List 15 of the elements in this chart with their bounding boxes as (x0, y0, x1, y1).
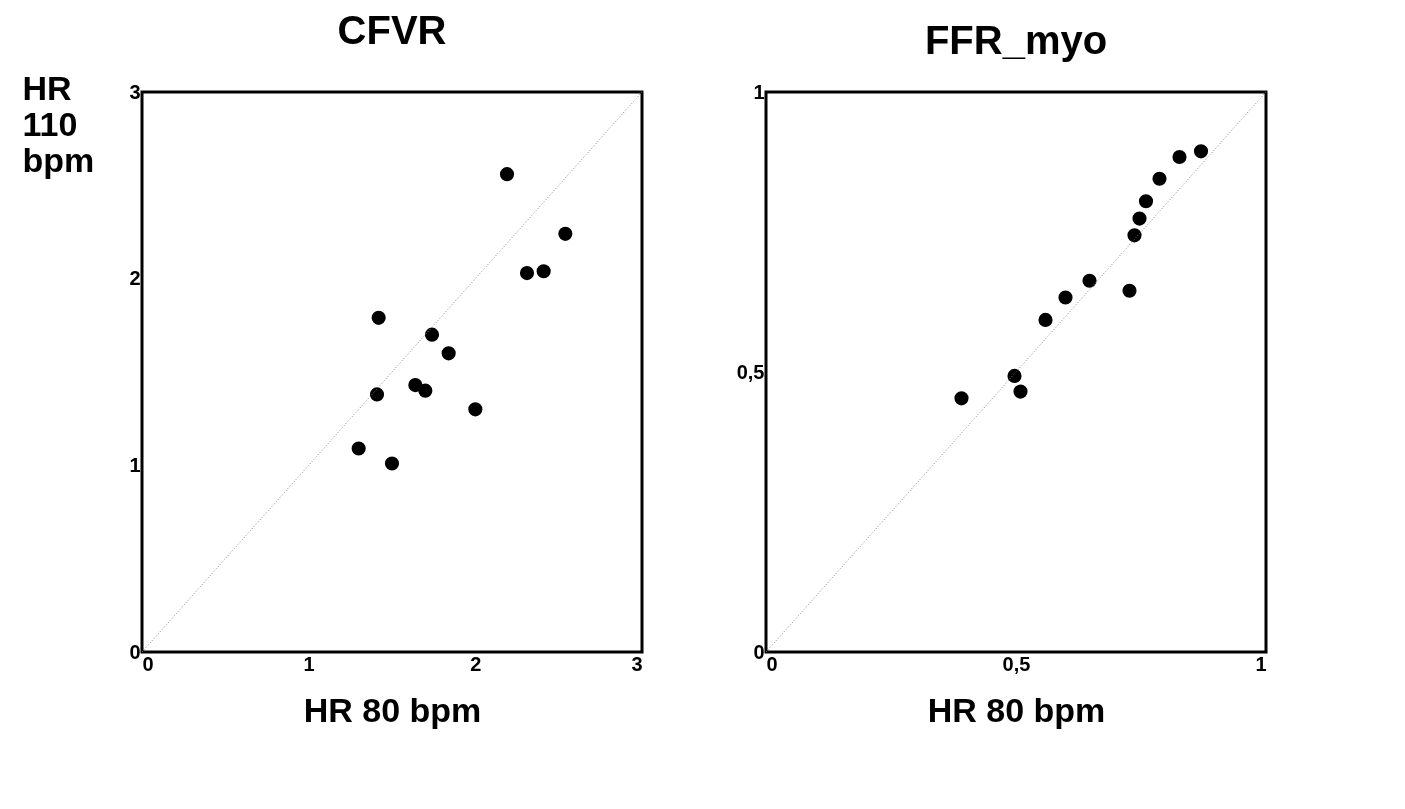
y-tick-label: 3 (129, 80, 141, 103)
chart-title: CFVR (337, 8, 447, 52)
x-tick-label: 1 (1255, 652, 1267, 675)
y-axis-title: HR 110 bpm (22, 68, 95, 179)
x-tick-label: 2 (470, 652, 482, 675)
x-tick-label: 3 (631, 652, 643, 675)
x-tick-label: 0,5 (1002, 652, 1031, 675)
y-tick-label: 1 (129, 453, 141, 476)
x-tick-label: 1 (303, 652, 315, 675)
x-axis-title: HR 80 bpm (927, 690, 1106, 729)
y-tick-label: 2 (129, 267, 141, 290)
y-tick-label: 0,5 (736, 360, 765, 383)
chart-title: FFR_myo (924, 18, 1108, 62)
x-axis-title: HR 80 bpm (303, 690, 482, 729)
y-tick-label: 1 (753, 80, 765, 103)
